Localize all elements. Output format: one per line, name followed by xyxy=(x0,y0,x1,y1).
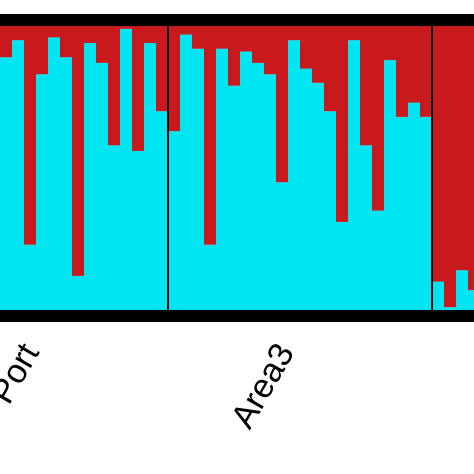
bar-segment xyxy=(132,150,145,310)
bar-segment xyxy=(468,290,474,310)
bar-segment xyxy=(108,26,121,146)
bar-segment xyxy=(60,57,73,310)
bar-segment xyxy=(264,26,277,75)
bar-segment xyxy=(348,26,361,41)
bar-segment xyxy=(180,26,193,35)
bar-segment xyxy=(192,26,205,49)
bar-segment xyxy=(144,26,157,44)
bar-segment xyxy=(420,116,433,310)
bar-segment xyxy=(72,275,85,310)
bar-segment xyxy=(372,26,385,211)
bar-segment xyxy=(36,74,49,310)
bar-segment xyxy=(300,68,313,310)
bar-segment xyxy=(216,26,229,49)
bar-segment xyxy=(0,26,13,58)
bar-segment xyxy=(408,102,421,311)
bar-segment xyxy=(396,116,409,310)
bar-segment xyxy=(36,26,49,75)
bar-segment xyxy=(252,62,265,310)
bar-segment xyxy=(228,26,241,86)
bar-segment xyxy=(240,26,253,52)
bar-segment xyxy=(384,60,397,310)
bar-segment xyxy=(312,82,325,310)
bar-segment xyxy=(12,40,25,310)
bar-segment xyxy=(204,244,217,310)
bar-segment xyxy=(324,111,337,310)
bar-segment xyxy=(0,57,13,310)
bar-segment xyxy=(48,37,61,311)
bar-segment xyxy=(384,26,397,61)
bar-segment xyxy=(84,43,97,310)
group-label: Area3 xyxy=(224,337,302,435)
bar-segment xyxy=(156,26,169,112)
bar-segment xyxy=(168,131,181,310)
bar-segment xyxy=(276,182,289,310)
bar-segment xyxy=(444,26,457,308)
bar-segment xyxy=(300,26,313,69)
bars xyxy=(0,26,474,311)
bar-segment xyxy=(24,244,37,310)
bar-segment xyxy=(228,85,241,310)
bar-segment xyxy=(288,40,301,310)
bar-segment xyxy=(72,26,85,276)
bar-segment xyxy=(312,26,325,83)
bar-segment xyxy=(432,26,445,282)
bar-segment xyxy=(444,307,457,310)
bar-segment xyxy=(264,74,277,310)
bar-segment xyxy=(216,48,229,310)
bar-segment xyxy=(204,26,217,245)
bar-segment xyxy=(348,40,361,310)
bar-segment xyxy=(468,26,474,291)
bar-segment xyxy=(396,26,409,117)
plot-border xyxy=(0,14,474,322)
bar-segment xyxy=(156,111,169,310)
bar-segment xyxy=(84,26,97,44)
bar-segment xyxy=(336,221,349,310)
bar-segment xyxy=(132,26,145,151)
bar-segment xyxy=(60,26,73,58)
frame xyxy=(0,14,474,322)
bar-segment xyxy=(96,26,109,63)
bar-segment xyxy=(120,28,133,311)
bar-segment xyxy=(192,48,205,310)
bar-segment xyxy=(324,26,337,112)
bar-segment xyxy=(336,26,349,222)
bar-segment xyxy=(168,26,181,132)
bar-segment xyxy=(420,26,433,117)
bar-segment xyxy=(408,26,421,103)
bar-segment xyxy=(12,26,25,41)
bar-segment xyxy=(252,26,265,63)
bar-segment xyxy=(360,26,373,146)
bar-segment xyxy=(180,34,193,311)
bar-segment xyxy=(276,26,289,183)
bar-segment xyxy=(48,26,61,38)
labels: Port Area3 xyxy=(0,337,302,435)
bar-segment xyxy=(432,281,445,310)
bar-segment xyxy=(24,26,37,245)
bar-segment xyxy=(288,26,301,41)
bar-segment xyxy=(456,26,469,271)
group-label: Port xyxy=(0,337,47,410)
bar-segment xyxy=(360,145,373,310)
bar-segment xyxy=(120,26,133,29)
bar-segment xyxy=(456,270,469,310)
bar-segment xyxy=(108,145,121,310)
bar-segment xyxy=(240,51,253,311)
bar-segment xyxy=(372,210,385,310)
bar-segment xyxy=(144,43,157,310)
bar-segment xyxy=(96,62,109,310)
